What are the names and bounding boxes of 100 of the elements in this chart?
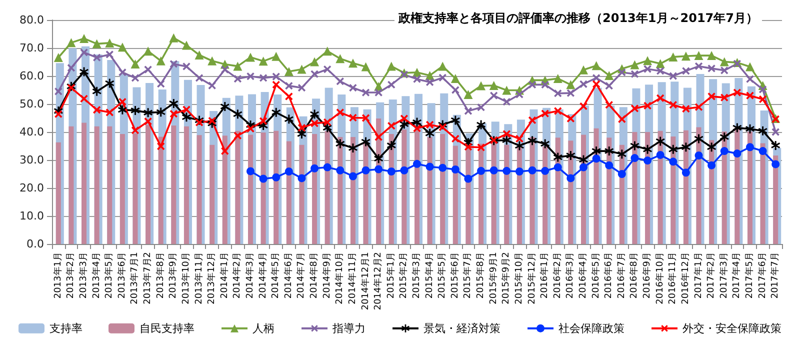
point (720, 57, 729, 66)
point (643, 144, 652, 154)
point (618, 170, 626, 178)
y-tick-label: 30.0 (20, 154, 44, 166)
point (105, 38, 114, 48)
bar (773, 156, 778, 244)
point (502, 166, 511, 175)
point (528, 136, 537, 146)
point (476, 81, 486, 90)
x-tick-label: 2014年10月 (334, 252, 346, 304)
point (580, 80, 588, 88)
point (541, 110, 549, 118)
x-tick-label: 2017年2月 (706, 252, 717, 299)
point (502, 136, 512, 145)
point (170, 60, 178, 68)
point (130, 59, 140, 68)
x-tick-label: 2013年4月 (90, 252, 102, 299)
point (349, 114, 357, 122)
point (259, 117, 268, 125)
point (681, 142, 690, 152)
point (426, 78, 434, 86)
point (566, 174, 575, 182)
bar (299, 144, 304, 244)
bar (82, 122, 87, 244)
point (694, 62, 703, 70)
point (157, 142, 165, 150)
point (54, 53, 63, 62)
x-tick-label: 2016年4月 (577, 252, 588, 299)
point (490, 166, 498, 174)
point (322, 123, 332, 132)
bar (760, 143, 766, 244)
point (604, 70, 614, 80)
point (682, 67, 690, 75)
point (758, 147, 767, 156)
bar (184, 126, 189, 244)
point (80, 67, 89, 76)
point (118, 98, 126, 106)
point (707, 142, 716, 152)
point (310, 57, 320, 66)
y-tick-label: 60.0 (20, 70, 44, 82)
point (490, 92, 498, 100)
point (426, 162, 434, 171)
y-tick-label: 0.0 (26, 238, 44, 250)
point (374, 88, 382, 96)
point (194, 50, 204, 60)
point (746, 143, 754, 152)
point (93, 54, 101, 62)
x-tick-label: 2013年2月 (65, 252, 76, 299)
point (259, 174, 268, 183)
x-tick-label: 2017年5月 (744, 252, 755, 299)
point (618, 115, 626, 123)
point (516, 90, 524, 98)
point (630, 154, 639, 162)
bar (94, 126, 100, 244)
x-tick-label: 2015年1月 (385, 252, 396, 299)
point (144, 46, 153, 56)
point (297, 64, 306, 74)
point (541, 166, 550, 175)
point (285, 82, 293, 90)
point (221, 66, 229, 74)
point (438, 74, 446, 82)
point (630, 60, 640, 70)
x-tick-label: 2015年10月 (513, 252, 524, 304)
point (515, 167, 524, 176)
point (208, 82, 216, 90)
point (246, 167, 255, 176)
point (489, 81, 498, 90)
bar (516, 146, 522, 244)
legend-label: 外交・安全保障政策 (682, 322, 782, 335)
point (284, 167, 293, 176)
x-tick-label: 2014年12月2 (372, 252, 384, 310)
point (720, 94, 728, 102)
bar (132, 133, 138, 244)
point (362, 88, 370, 96)
point (310, 110, 320, 119)
point (578, 155, 588, 164)
point (246, 72, 254, 80)
point (528, 166, 536, 174)
point (733, 150, 742, 158)
x-tick-label: 2016年12月 (680, 252, 691, 304)
point (656, 94, 664, 102)
point (195, 118, 204, 126)
point (554, 163, 562, 172)
x-tick-label: 2014年11月 (346, 252, 358, 304)
point (580, 102, 588, 110)
x-tick-label: 2016年9月 (642, 252, 653, 299)
bar (491, 142, 496, 244)
point (592, 146, 601, 156)
point (566, 89, 575, 97)
bar (427, 137, 432, 244)
point (336, 139, 345, 148)
point (208, 116, 216, 125)
point (130, 106, 140, 115)
point (477, 144, 485, 152)
bar (414, 129, 420, 244)
point (682, 168, 690, 177)
point (362, 166, 370, 174)
point (644, 65, 652, 73)
x-tick-label: 2013年3月 (78, 252, 90, 299)
point (348, 172, 357, 180)
